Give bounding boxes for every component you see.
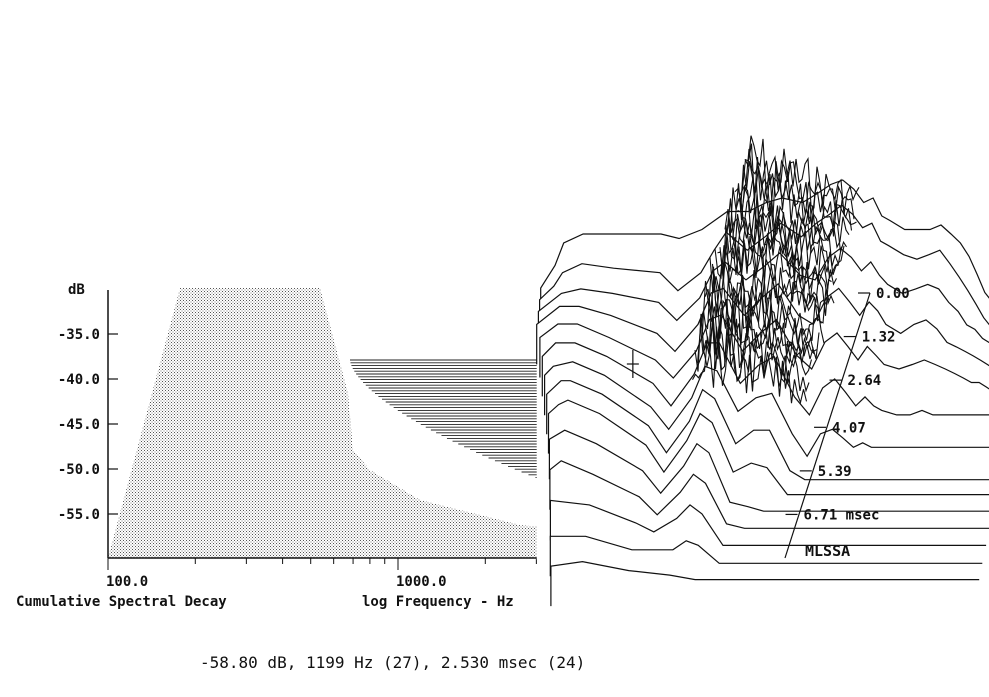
- decay-slice-line: [547, 399, 989, 496]
- y-axis-ticks: -35.0 -40.0 -45.0 -50.0 -55.0: [58, 327, 118, 523]
- hf-decay-trace: [692, 326, 808, 405]
- y-axis-label: dB: [68, 282, 85, 298]
- time-tick-label: 2.64: [847, 373, 881, 389]
- hf-decay-trace: [721, 214, 837, 289]
- decay-slice-line: [537, 247, 989, 352]
- decay-slice-line: [546, 380, 989, 481]
- time-axis-line: [784, 292, 871, 559]
- time-tick-label: 5.39: [818, 464, 852, 480]
- hf-decay-trace: [741, 143, 857, 226]
- decay-slice-line: [544, 361, 989, 458]
- y-tick-label: -55.0: [58, 507, 100, 523]
- hf-decay-trace: [724, 209, 840, 285]
- y-tick-label: -45.0: [58, 417, 100, 433]
- decay-slice-line: [541, 342, 989, 416]
- slice-occluder: [550, 561, 980, 626]
- hf-decay-trace: [744, 135, 860, 215]
- y-tick-label: -40.0: [58, 372, 100, 388]
- time-tick-label: 1.32: [862, 330, 896, 346]
- time-tick-label: 0.00: [876, 286, 910, 302]
- hf-decay-trace: [696, 310, 813, 384]
- decay-slice-line: [548, 429, 989, 512]
- x-axis-caption: Cumulative Spectral Decay: [16, 594, 227, 610]
- x-tick-label: 100.0: [106, 574, 148, 590]
- decay-slice-line: [549, 535, 983, 577]
- decay-slice-line: [539, 314, 989, 390]
- brand-label: MLSSA: [805, 542, 850, 560]
- decay-slice-line: [549, 499, 987, 546]
- x-tick-label: 1000.0: [396, 574, 447, 590]
- y-tick-label: -35.0: [58, 327, 100, 343]
- hf-decay-trace: [709, 257, 825, 344]
- cursor-readout: -58.80 dB, 1199 Hz (27), 2.530 msec (24): [200, 653, 585, 672]
- floor-plane: [108, 288, 795, 558]
- time-tick-label: 4.07: [832, 420, 866, 436]
- decay-slice-line: [540, 179, 989, 328]
- decay-slices: [350, 135, 989, 626]
- decay-slice-line: [536, 282, 989, 367]
- time-tick-label: 6.71 msec: [804, 507, 880, 523]
- decay-slice-line: [539, 204, 989, 340]
- decay-slice-line: [549, 460, 989, 529]
- y-tick-label: -50.0: [58, 462, 100, 478]
- time-axis-ticks: 0.00 1.32 2.64 4.07 5.39 6.71 msec: [785, 286, 910, 523]
- x-axis-label: log Frequency - Hz: [362, 594, 514, 610]
- decay-slice-line: [550, 560, 980, 607]
